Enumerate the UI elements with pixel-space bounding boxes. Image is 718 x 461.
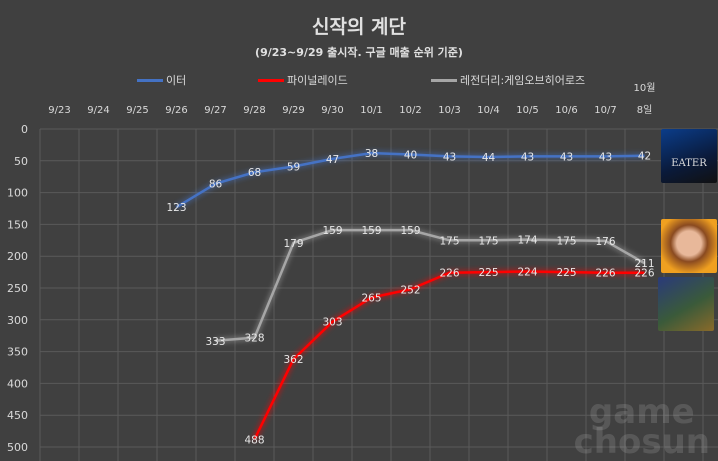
y-tick-label: 350	[7, 346, 28, 359]
legend-item-legendary: 레전더리:게임오브히어로즈	[431, 72, 585, 88]
data-label: 225	[556, 267, 576, 279]
data-label: 159	[400, 225, 420, 237]
legend-item-eater: 이터	[137, 72, 186, 88]
series-line-2	[215, 228, 646, 343]
y-tick-label: 250	[7, 282, 28, 295]
x-tick-label: 9/24	[87, 105, 109, 116]
x-tick-label: 8일	[637, 104, 653, 116]
data-label: 225	[478, 267, 498, 279]
y-tick-label: 500	[7, 441, 28, 454]
data-label: 174	[517, 235, 537, 247]
x-tick-label: 9/26	[165, 105, 187, 116]
y-tick-label: 150	[7, 218, 28, 231]
y-tick-label: 300	[7, 314, 28, 327]
data-label: 43	[599, 151, 612, 163]
data-label: 40	[404, 149, 417, 161]
data-label: 488	[244, 434, 264, 446]
data-label: 47	[326, 154, 339, 166]
chart-title: 신작의 계단	[311, 16, 406, 38]
series-line-1	[253, 270, 645, 440]
data-label: 265	[361, 293, 381, 305]
x-tick-label: 9/29	[282, 105, 304, 116]
x-tick-label: 10/5	[516, 105, 538, 116]
legend-label: 파이널레이드	[287, 74, 348, 87]
data-label: 175	[478, 235, 498, 247]
data-label: 175	[439, 235, 459, 247]
x-tick-label: 10월	[634, 82, 656, 94]
legend-label: 레전더리:게임오브히어로즈	[460, 74, 586, 87]
data-label: 159	[322, 225, 342, 237]
legendary-game-icon	[661, 219, 717, 273]
data-label: 176	[595, 236, 615, 248]
series-line-0	[175, 151, 645, 209]
chart-subtitle: (9/23~9/29 출시작. 구글 매출 순위 기준)	[255, 46, 463, 59]
y-tick-label: 450	[7, 409, 28, 422]
data-label: 43	[521, 151, 534, 163]
x-tick-label: 10/2	[399, 105, 421, 116]
data-label: 179	[283, 238, 303, 250]
x-tick-label: 10/4	[477, 105, 499, 116]
y-tick-label: 0	[21, 123, 28, 136]
data-label: 159	[361, 225, 381, 237]
x-tick-label: 9/23	[48, 105, 70, 116]
data-label: 252	[400, 284, 420, 296]
data-label: 226	[439, 268, 459, 280]
data-label: 44	[482, 152, 496, 164]
data-label: 42	[638, 151, 651, 163]
x-tick-label: 10/1	[360, 105, 382, 116]
x-tick-label: 9/30	[321, 105, 343, 116]
data-label: 333	[205, 336, 225, 348]
y-tick-label: 200	[7, 250, 28, 263]
x-tick-label: 10/3	[438, 105, 460, 116]
x-tick-label: 9/27	[204, 105, 226, 116]
data-label: 303	[322, 317, 342, 329]
data-label: 224	[517, 266, 537, 278]
data-label: 175	[556, 235, 576, 247]
data-label: 68	[248, 167, 261, 179]
data-label: 328	[244, 333, 264, 345]
data-label: 38	[365, 148, 378, 160]
final-raid-game-icon	[658, 277, 714, 331]
data-label: 123	[166, 202, 186, 214]
data-label: 59	[287, 162, 300, 174]
y-tick-label: 100	[7, 187, 28, 200]
watermark: game chosun	[573, 392, 710, 461]
watermark-line: game	[588, 392, 695, 432]
data-label: 362	[283, 354, 303, 366]
eater-game-icon: EATER	[661, 129, 717, 183]
data-label: 43	[560, 151, 573, 163]
x-tick-label: 9/25	[126, 105, 148, 116]
data-label: 226	[595, 268, 615, 280]
data-label: 226	[634, 268, 654, 280]
data-label: 86	[209, 179, 223, 191]
x-tick-label: 10/7	[594, 105, 616, 116]
legend-label: 이터	[166, 74, 187, 87]
watermark-line: chosun	[573, 422, 710, 461]
data-label: 43	[443, 151, 456, 163]
y-tick-label: 50	[14, 155, 28, 168]
x-tick-label: 9/28	[243, 105, 265, 116]
x-tick-label: 10/6	[555, 105, 577, 116]
data-label: 211	[634, 258, 654, 270]
y-tick-label: 400	[7, 377, 28, 390]
legend-item-final-raid: 파이널레이드	[258, 72, 348, 88]
